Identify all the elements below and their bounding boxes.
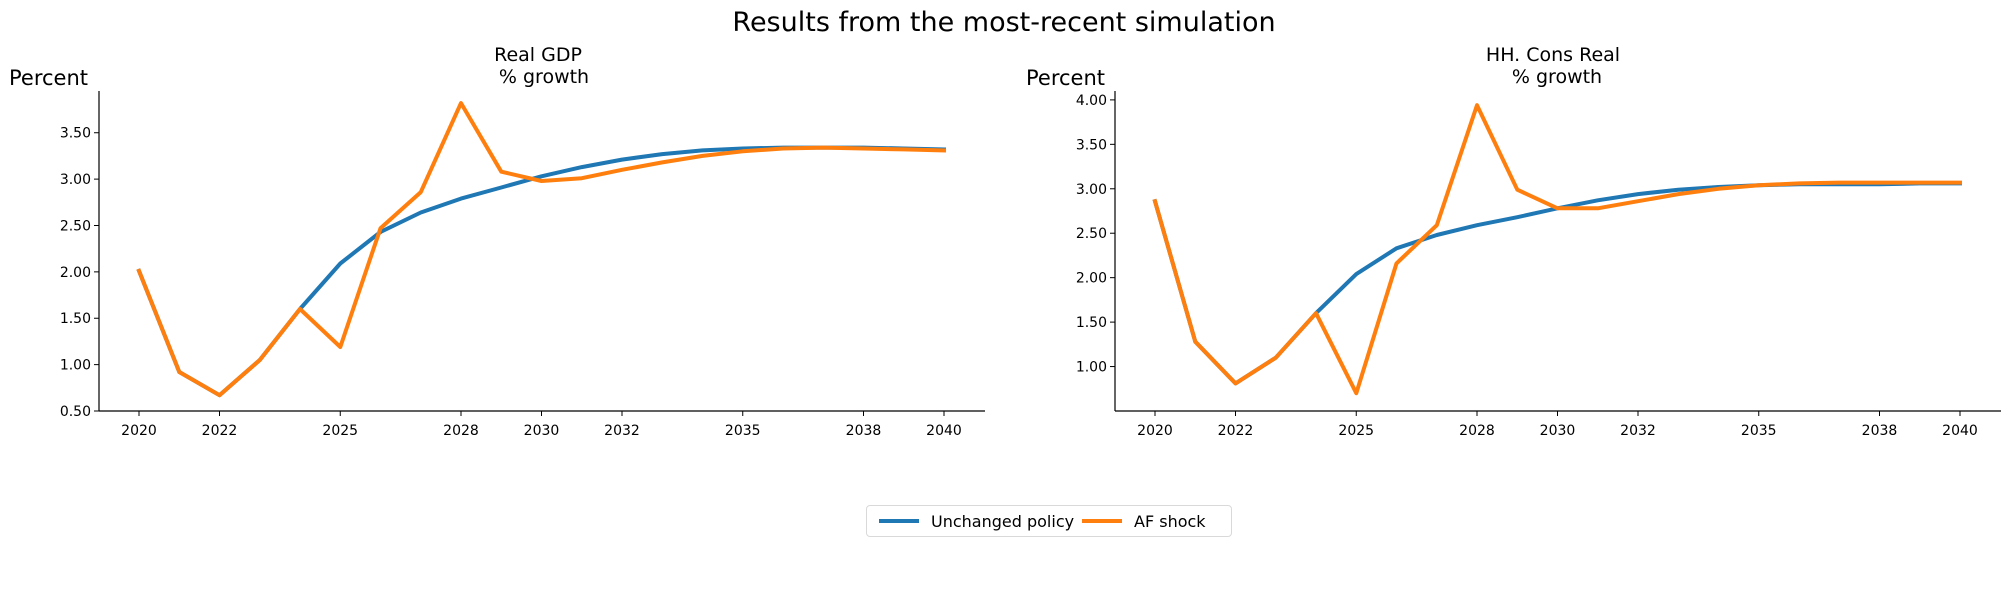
y-tick-label: 3.00 bbox=[1076, 182, 1107, 198]
legend-item-unchanged-policy: Unchanged policy bbox=[879, 506, 1074, 536]
legend-label: AF shock bbox=[1134, 511, 1206, 531]
x-tick-label: 2032 bbox=[604, 423, 640, 439]
y-tick-label: 2.50 bbox=[60, 218, 91, 234]
y-tick-label: 4.00 bbox=[1076, 93, 1107, 109]
y-tick-label: 3.50 bbox=[60, 126, 91, 142]
y-tick-label: 0.50 bbox=[60, 404, 91, 420]
series-line-unchanged-policy bbox=[1152, 181, 1962, 386]
legend-item-af-shock: AF shock bbox=[1082, 506, 1206, 536]
legend: Unchanged policy AF shock bbox=[866, 505, 1232, 537]
y-tick-label: 1.50 bbox=[60, 311, 91, 327]
legend-label: Unchanged policy bbox=[931, 511, 1075, 531]
x-tick-label: 2022 bbox=[1218, 423, 1254, 439]
y-tick-label: 1.50 bbox=[1076, 315, 1107, 331]
series-line-af-shock bbox=[136, 101, 947, 398]
panel-title-line2: % growth bbox=[1512, 66, 1602, 88]
x-tick-label: 2028 bbox=[443, 423, 479, 439]
y-tick-label: 1.00 bbox=[1076, 360, 1107, 376]
x-tick-label: 2030 bbox=[1540, 423, 1576, 439]
x-tick-label: 2022 bbox=[202, 423, 238, 439]
y-axis-label: Percent bbox=[1026, 66, 1105, 90]
series-line-af-shock bbox=[1152, 103, 1962, 396]
legend-swatch-shock bbox=[1082, 519, 1122, 523]
panel-title-line1: HH. Cons Real bbox=[1486, 44, 1620, 66]
y-tick-label: 2.00 bbox=[1076, 271, 1107, 287]
panel-title-line2: % growth bbox=[499, 66, 589, 88]
y-axis-label: Percent bbox=[9, 66, 88, 90]
x-tick-label: 2032 bbox=[1620, 423, 1656, 439]
x-tick-label: 2020 bbox=[121, 423, 157, 439]
panel-real-gdp: Real GDP % growth Percent 2020 2022 2025 20… bbox=[9, 44, 985, 439]
x-tick-label: 2035 bbox=[725, 423, 761, 439]
x-tick-label: 2030 bbox=[524, 423, 560, 439]
y-tick-label: 1.00 bbox=[60, 358, 91, 374]
x-tick-label: 2040 bbox=[1942, 423, 1978, 439]
legend-swatch-unchanged bbox=[879, 519, 919, 523]
x-tick-label: 2020 bbox=[1137, 423, 1173, 439]
x-tick-label: 2025 bbox=[1338, 423, 1374, 439]
y-tick-label: 3.50 bbox=[1076, 137, 1107, 153]
x-tick-label: 2025 bbox=[322, 423, 358, 439]
x-tick-label: 2035 bbox=[1741, 423, 1777, 439]
x-tick-label: 2038 bbox=[846, 423, 882, 439]
y-tick-label: 2.50 bbox=[1076, 226, 1107, 242]
y-tick-label: 3.00 bbox=[60, 172, 91, 188]
panel-title-line1: Real GDP bbox=[494, 44, 582, 66]
x-tick-label: 2038 bbox=[1862, 423, 1898, 439]
x-tick-label: 2028 bbox=[1459, 423, 1495, 439]
panel-hh-cons-real: HH. Cons Real % growth Percent 2020 2022 2… bbox=[1026, 44, 2001, 439]
y-tick-label: 2.00 bbox=[60, 265, 91, 281]
figure-title: Results from the most-recent simulation bbox=[732, 7, 1275, 38]
x-tick-label: 2040 bbox=[926, 423, 962, 439]
